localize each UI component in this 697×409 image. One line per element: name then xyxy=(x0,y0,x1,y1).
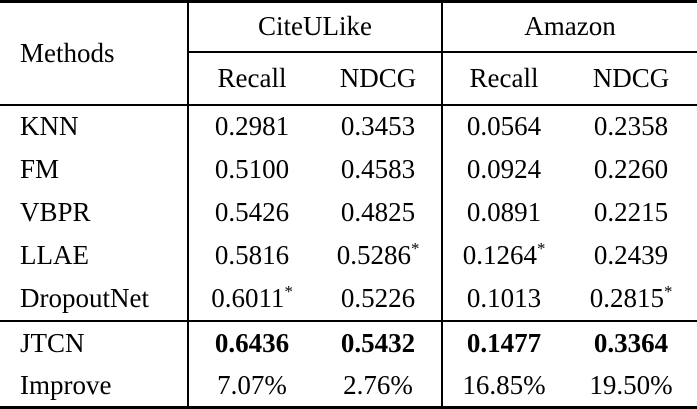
metric-value: 0.1477 xyxy=(441,320,566,365)
metric-value: 0.2981 xyxy=(187,104,315,148)
metric-value: 0.6011* xyxy=(187,277,315,321)
metric-value: 0.5100 xyxy=(187,147,315,192)
significance-marker: * xyxy=(410,239,420,259)
significance-marker: * xyxy=(663,282,673,302)
metric-value: 0.2260 xyxy=(593,153,669,184)
method-name: Improve xyxy=(20,369,112,400)
table-row: LLAE 0.5816 0.5286* 0.1264* 0.2439 xyxy=(0,234,697,278)
metric-value: 0.5286* xyxy=(336,239,420,271)
subheader-row: Recall NDCG Recall NDCG xyxy=(0,51,697,105)
methods-column-header: Methods xyxy=(20,37,115,68)
column-header-amazon-recall: Recall xyxy=(441,51,566,105)
table-row: FM 0.5100 0.4583 0.0924 0.2260 xyxy=(0,147,697,192)
result-rows: JTCN 0.6436 0.5432 0.1477 0.3364 Improve 7.07%… xyxy=(0,320,697,408)
metric-value: 16.85% xyxy=(441,364,566,408)
metric-value: 2.76% xyxy=(343,369,413,400)
metric-value: 0.5432 xyxy=(340,327,416,358)
column-header-amazon-ndcg: NDCG xyxy=(592,62,670,93)
method-name: LLAE xyxy=(20,240,89,271)
column-header-citeulike-recall: Recall xyxy=(187,51,315,105)
method-name: FM xyxy=(20,153,60,184)
metric-value: 0.2215 xyxy=(593,197,669,228)
metric-value: 0.5816 xyxy=(187,234,315,278)
table-row: KNN 0.2981 0.3453 0.0564 0.2358 xyxy=(0,104,697,148)
table-row: DropoutNet 0.6011* 0.5226 0.1013 0.2815* xyxy=(0,277,697,321)
group-header-row: Methods CiteULike Amazon xyxy=(0,1,697,68)
metric-value: 0.3453 xyxy=(340,111,416,142)
table-row: Improve 7.07% 2.76% 16.85% 19.50% xyxy=(0,364,697,408)
group-header-citeulike: CiteULike xyxy=(186,1,443,53)
method-name: KNN xyxy=(20,111,79,142)
metric-value: 0.4583 xyxy=(340,153,416,184)
metric-value: 0.1264* xyxy=(441,234,566,278)
metric-value: 0.0564 xyxy=(441,104,566,148)
metric-value: 0.0891 xyxy=(441,191,566,235)
method-name: DropoutNet xyxy=(20,283,149,314)
metric-value: 0.5426 xyxy=(187,191,315,235)
baseline-rows: KNN 0.2981 0.3453 0.0564 0.2358 FM 0.5100 0.458… xyxy=(0,104,697,321)
metric-value: 19.50% xyxy=(589,369,673,400)
method-name: JTCN xyxy=(20,327,85,358)
group-header-amazon: Amazon xyxy=(441,1,697,53)
table-row: JTCN 0.6436 0.5432 0.1477 0.3364 xyxy=(0,320,697,365)
column-header-citeulike-ndcg: NDCG xyxy=(339,62,417,93)
significance-marker: * xyxy=(536,239,546,259)
significance-marker: * xyxy=(284,282,293,302)
metric-value: 0.2358 xyxy=(593,111,669,142)
metric-value: 0.6436 xyxy=(187,320,315,365)
metric-value: 0.0924 xyxy=(441,147,566,192)
metric-value: 0.1013 xyxy=(441,277,566,321)
method-name: VBPR xyxy=(20,197,91,228)
table-header: Methods CiteULike Amazon Recall NDCG Rec… xyxy=(0,1,697,105)
metric-value: 7.07% xyxy=(187,364,315,408)
metric-value: 0.2815* xyxy=(589,282,673,314)
metric-value: 0.2439 xyxy=(593,240,669,271)
metric-value: 0.5226 xyxy=(340,283,416,314)
metric-value: 0.4825 xyxy=(340,197,416,228)
table-row: VBPR 0.5426 0.4825 0.0891 0.2215 xyxy=(0,191,697,235)
metric-value: 0.3364 xyxy=(593,327,669,358)
